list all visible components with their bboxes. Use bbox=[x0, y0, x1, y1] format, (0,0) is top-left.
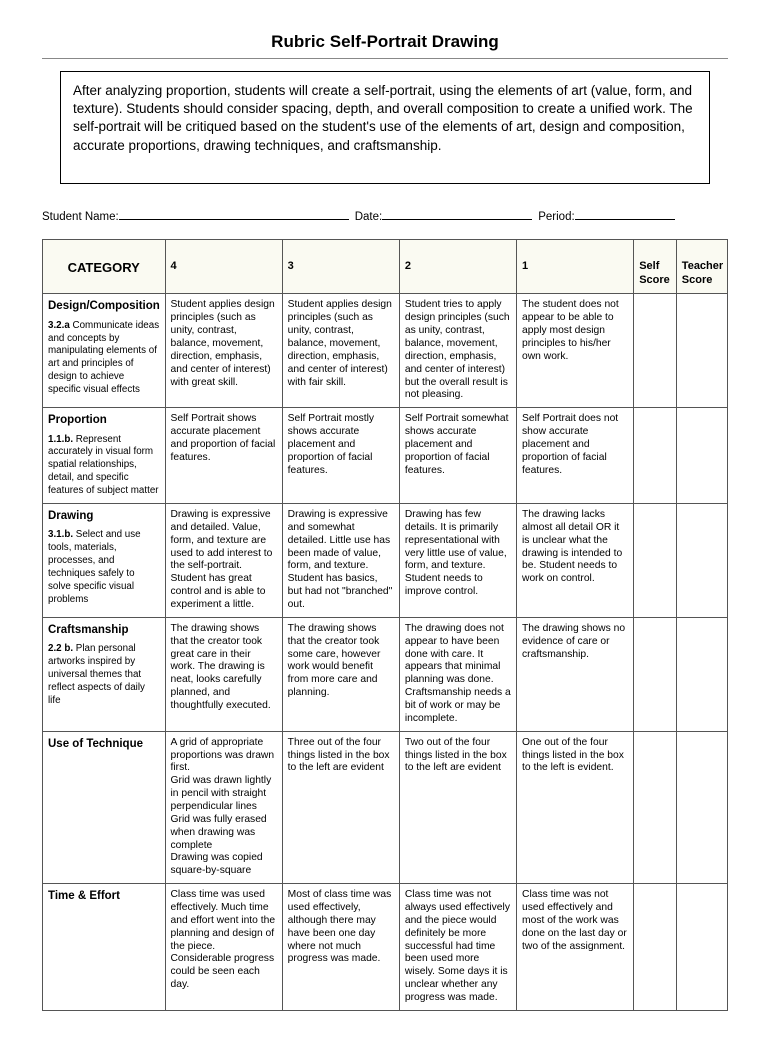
student-name-label: Student Name: bbox=[42, 211, 119, 223]
teacher-score-cell[interactable] bbox=[676, 617, 727, 731]
title-rule bbox=[42, 58, 728, 59]
header-4: 4 bbox=[165, 239, 282, 294]
teacher-score-cell[interactable] bbox=[676, 294, 727, 408]
table-row: Craftsmanship 2.2 b. Plan personal artwor… bbox=[43, 617, 728, 731]
category-title: Proportion bbox=[48, 413, 160, 427]
date-field: Date: bbox=[355, 208, 533, 223]
score-cell: Student applies design principles (such … bbox=[165, 294, 282, 408]
meta-row: Student Name: Date: Period: bbox=[42, 208, 728, 223]
period-line[interactable] bbox=[575, 208, 675, 220]
page-title: Rubric Self-Portrait Drawing bbox=[42, 32, 728, 52]
category-title: Craftsmanship bbox=[48, 623, 160, 637]
category-subtext: 1.1.b. Represent accurately in visual fo… bbox=[48, 434, 159, 496]
category-cell: Time & Effort bbox=[43, 884, 166, 1011]
score-cell: Self Portrait shows accurate placement a… bbox=[165, 408, 282, 504]
header-category: CATEGORY bbox=[43, 239, 166, 294]
header-self-score: Self Score bbox=[634, 239, 677, 294]
date-label: Date: bbox=[355, 211, 383, 223]
self-score-cell[interactable] bbox=[634, 408, 677, 504]
score-cell: Class time was not used effectively and … bbox=[517, 884, 634, 1011]
intro-box: After analyzing proportion, students wil… bbox=[60, 71, 710, 184]
category-cell: Design/Composition 3.2.a Communicate idea… bbox=[43, 294, 166, 408]
category-subtext: 2.2 b. Plan personal artworks inspired b… bbox=[48, 643, 145, 705]
table-row: Proportion 1.1.b. Represent accurately in… bbox=[43, 408, 728, 504]
self-score-cell[interactable] bbox=[634, 294, 677, 408]
score-cell: Drawing is expressive and somewhat detai… bbox=[282, 503, 399, 617]
teacher-score-cell[interactable] bbox=[676, 408, 727, 504]
score-cell: The drawing shows that the creator took … bbox=[165, 617, 282, 731]
rubric-table: CATEGORY 4 3 2 1 Self Score Teacher Scor… bbox=[42, 239, 728, 1011]
table-row: Drawing 3.1.b. Select and use tools, mate… bbox=[43, 503, 728, 617]
period-field: Period: bbox=[538, 208, 674, 223]
score-cell: The drawing shows no evidence of care or… bbox=[517, 617, 634, 731]
header-teacher-score: Teacher Score bbox=[676, 239, 727, 294]
self-score-cell[interactable] bbox=[634, 884, 677, 1011]
category-cell: Proportion 1.1.b. Represent accurately in… bbox=[43, 408, 166, 504]
category-title: Design/Composition bbox=[48, 299, 160, 313]
score-cell: The student does not appear to be able t… bbox=[517, 294, 634, 408]
date-line[interactable] bbox=[382, 208, 532, 220]
self-score-cell[interactable] bbox=[634, 731, 677, 883]
category-subtext: 3.2.a Communicate ideas and concepts by … bbox=[48, 320, 159, 395]
self-score-cell[interactable] bbox=[634, 617, 677, 731]
header-3: 3 bbox=[282, 239, 399, 294]
period-label: Period: bbox=[538, 211, 574, 223]
score-cell: The drawing does not appear to have been… bbox=[399, 617, 516, 731]
score-cell: Drawing is expressive and detailed. Valu… bbox=[165, 503, 282, 617]
score-cell: Three out of the four things listed in t… bbox=[282, 731, 399, 883]
category-title: Time & Effort bbox=[48, 889, 160, 903]
score-cell: One out of the four things listed in the… bbox=[517, 731, 634, 883]
header-1: 1 bbox=[517, 239, 634, 294]
score-cell: The drawing lacks almost all detail OR i… bbox=[517, 503, 634, 617]
category-title: Use of Technique bbox=[48, 737, 160, 751]
category-cell: Use of Technique bbox=[43, 731, 166, 883]
score-cell: Two out of the four things listed in the… bbox=[399, 731, 516, 883]
score-cell: Most of class time was used effectively,… bbox=[282, 884, 399, 1011]
teacher-score-cell[interactable] bbox=[676, 884, 727, 1011]
table-row: Time & Effort Class time was used effecti… bbox=[43, 884, 728, 1011]
header-2: 2 bbox=[399, 239, 516, 294]
category-subtext: 3.1.b. Select and use tools, materials, … bbox=[48, 529, 141, 604]
category-title: Drawing bbox=[48, 509, 160, 523]
score-cell: Drawing has few details. It is primarily… bbox=[399, 503, 516, 617]
table-row: Use of Technique A grid of appropriate pr… bbox=[43, 731, 728, 883]
teacher-score-cell[interactable] bbox=[676, 731, 727, 883]
table-row: Design/Composition 3.2.a Communicate idea… bbox=[43, 294, 728, 408]
category-cell: Drawing 3.1.b. Select and use tools, mate… bbox=[43, 503, 166, 617]
header-row: CATEGORY 4 3 2 1 Self Score Teacher Scor… bbox=[43, 239, 728, 294]
category-cell: Craftsmanship 2.2 b. Plan personal artwor… bbox=[43, 617, 166, 731]
score-cell: Class time was used effectively. Much ti… bbox=[165, 884, 282, 1011]
score-cell: Self Portrait somewhat shows accurate pl… bbox=[399, 408, 516, 504]
score-cell: The drawing shows that the creator took … bbox=[282, 617, 399, 731]
teacher-score-cell[interactable] bbox=[676, 503, 727, 617]
student-name-line[interactable] bbox=[119, 208, 349, 220]
self-score-cell[interactable] bbox=[634, 503, 677, 617]
score-cell: Class time was not always used effective… bbox=[399, 884, 516, 1011]
student-name-field: Student Name: bbox=[42, 208, 349, 223]
score-cell: A grid of appropriate proportions was dr… bbox=[165, 731, 282, 883]
score-cell: Student tries to apply design principles… bbox=[399, 294, 516, 408]
score-cell: Student applies design principles (such … bbox=[282, 294, 399, 408]
score-cell: Self Portrait mostly shows accurate plac… bbox=[282, 408, 399, 504]
score-cell: Self Portrait does not show accurate pla… bbox=[517, 408, 634, 504]
